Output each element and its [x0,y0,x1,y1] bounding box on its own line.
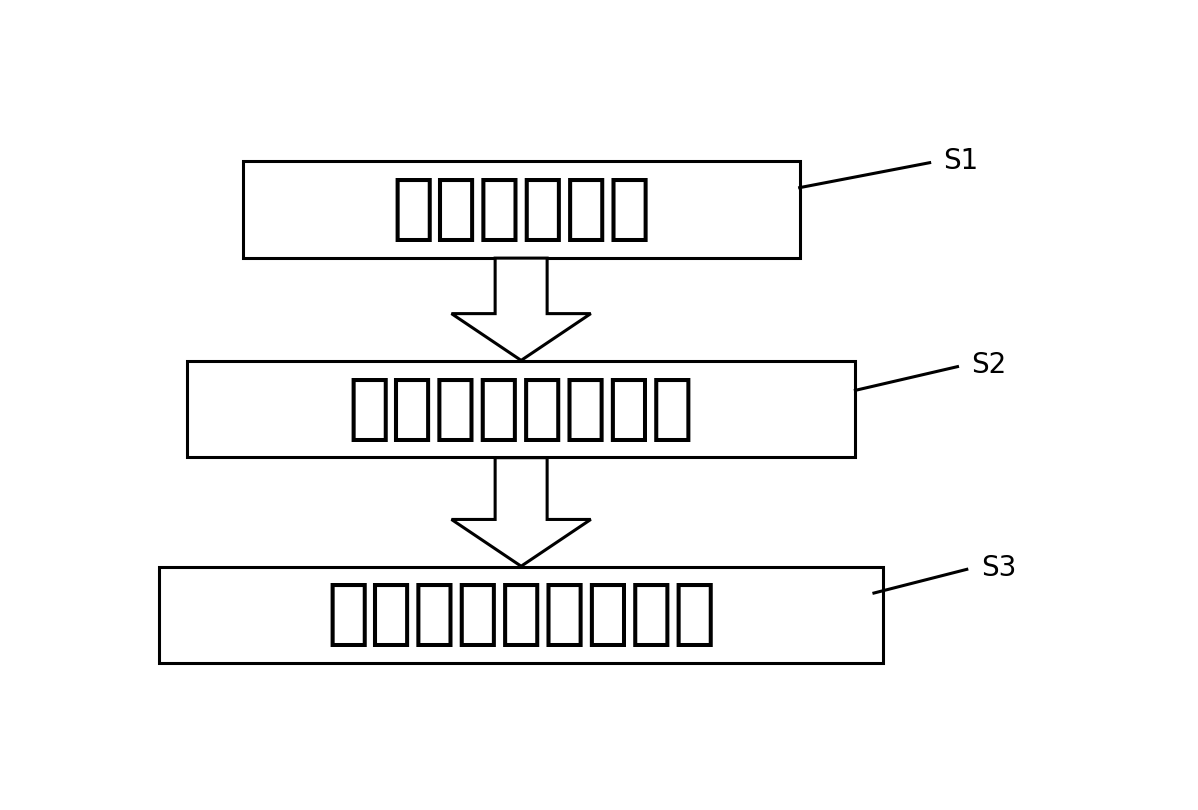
Bar [159,566,883,663]
Text: S1: S1 [944,147,979,176]
Text: 制备层压组件: 制备层压组件 [391,175,652,244]
Polygon shape [452,258,591,360]
Text: 施加反向偏置电压: 施加反向偏置电压 [347,374,695,444]
Bar [187,360,855,458]
Bar [243,161,800,258]
Text: 温度检测及现象观察: 温度检测及现象观察 [326,581,716,650]
Polygon shape [452,458,591,566]
Text: S2: S2 [972,352,1006,379]
Text: S3: S3 [981,554,1016,582]
